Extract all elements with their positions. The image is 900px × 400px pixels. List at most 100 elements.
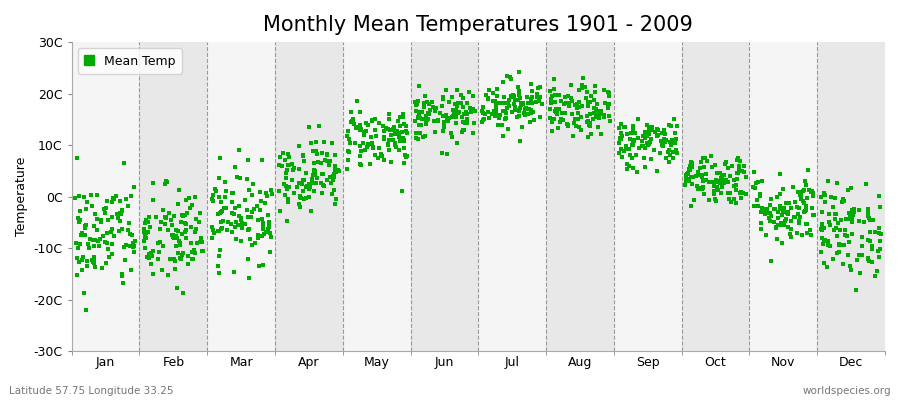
Point	[363, 160, 377, 167]
Point	[498, 100, 512, 106]
Point	[776, 220, 790, 226]
Point	[162, 256, 176, 262]
Point	[615, 146, 629, 152]
Point	[588, 110, 602, 117]
Point	[212, 228, 226, 235]
Point	[317, 139, 331, 145]
Point	[100, 198, 114, 204]
Point	[296, 158, 310, 164]
Point	[554, 98, 569, 104]
Point	[794, 196, 808, 203]
Point	[345, 118, 359, 124]
Point	[184, 224, 199, 230]
Point	[481, 109, 495, 116]
Point	[514, 100, 528, 106]
Point	[478, 110, 492, 117]
Point	[178, 234, 193, 241]
Point	[299, 194, 313, 201]
Point	[770, 236, 784, 242]
Point	[792, 189, 806, 196]
Point	[400, 153, 414, 160]
Point	[843, 213, 858, 220]
Point	[228, 205, 242, 211]
Point	[873, 246, 887, 252]
Point	[445, 114, 459, 120]
Point	[729, 200, 743, 206]
Point	[379, 125, 393, 132]
Point	[455, 94, 470, 101]
Point	[553, 119, 567, 125]
Point	[532, 98, 546, 104]
Point	[386, 126, 400, 132]
Point	[158, 178, 173, 185]
Point	[716, 172, 731, 178]
Point	[75, 266, 89, 273]
Point	[183, 205, 197, 211]
Point	[842, 210, 856, 216]
Point	[758, 206, 772, 212]
Point	[658, 139, 672, 146]
Point	[861, 258, 876, 264]
Point	[640, 140, 654, 146]
Point	[504, 76, 518, 82]
Point	[632, 145, 646, 151]
Point	[601, 90, 616, 96]
Point	[285, 167, 300, 173]
Point	[702, 179, 716, 186]
Point	[727, 196, 742, 202]
Point	[555, 117, 570, 123]
Point	[549, 105, 563, 112]
Point	[753, 191, 768, 198]
Point	[659, 137, 673, 143]
Point	[618, 145, 633, 151]
Point	[299, 183, 313, 190]
Point	[355, 147, 369, 154]
Point	[821, 242, 835, 248]
Point	[441, 118, 455, 124]
Point	[329, 196, 344, 202]
Point	[265, 190, 279, 197]
Point	[388, 142, 402, 148]
Point	[493, 100, 508, 106]
Point	[242, 187, 256, 194]
Point	[195, 238, 210, 245]
Point	[151, 240, 166, 246]
Point	[139, 235, 153, 241]
Point	[776, 186, 790, 192]
Point	[213, 226, 228, 232]
Point	[94, 219, 109, 226]
Point	[106, 194, 121, 201]
Point	[601, 104, 616, 111]
Point	[256, 226, 270, 232]
Point	[728, 186, 742, 193]
Point	[651, 132, 665, 138]
Point	[778, 216, 793, 222]
Point	[529, 91, 544, 97]
Point	[417, 104, 431, 110]
Point	[603, 118, 617, 124]
Point	[397, 120, 411, 127]
Point	[216, 205, 230, 212]
Point	[524, 110, 538, 116]
Point	[516, 124, 530, 130]
Point	[375, 152, 390, 159]
Point	[489, 100, 503, 106]
Point	[111, 213, 125, 219]
Point	[304, 140, 319, 147]
Point	[117, 244, 131, 250]
Point	[657, 127, 671, 133]
Point	[592, 113, 607, 120]
Point	[849, 287, 863, 294]
Point	[774, 220, 788, 226]
Point	[410, 108, 424, 114]
Point	[593, 110, 608, 117]
Point	[816, 241, 831, 247]
Point	[874, 231, 888, 238]
Point	[669, 146, 683, 153]
Point	[121, 202, 135, 209]
Point	[779, 209, 794, 216]
Point	[412, 109, 427, 115]
Point	[749, 180, 763, 186]
Point	[679, 182, 693, 188]
Point	[730, 170, 744, 176]
